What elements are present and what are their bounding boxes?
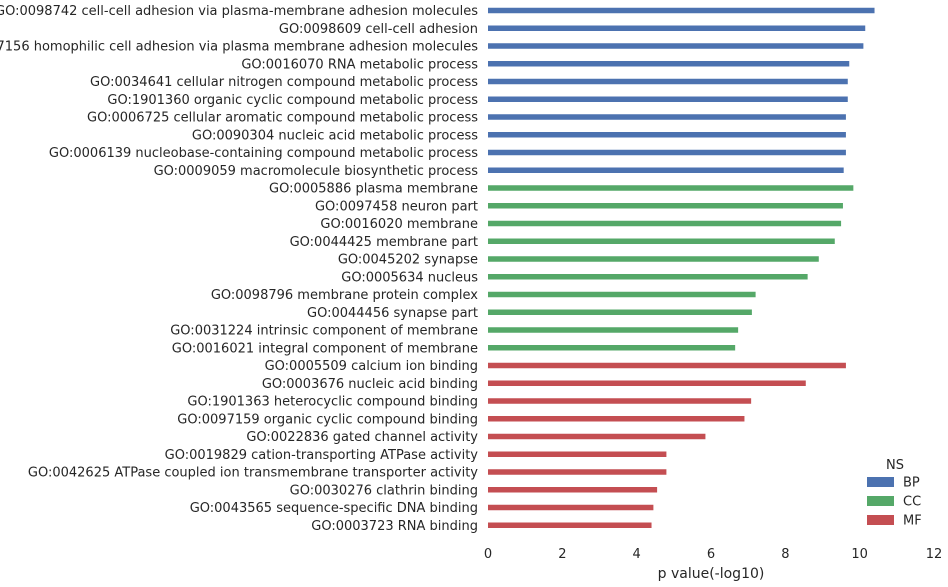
legend-swatch-mf — [867, 515, 894, 525]
bar-cc — [488, 274, 808, 280]
legend-swatch-cc — [867, 496, 894, 506]
bar-bp — [488, 167, 844, 173]
bar-bp — [488, 61, 850, 67]
legend-label-cc: CC — [903, 495, 921, 510]
bar-bp — [488, 114, 846, 120]
x-tick-label: 12 — [926, 547, 943, 562]
category-label: GO:0044425 membrane part — [290, 235, 478, 250]
bar-cc — [488, 345, 736, 351]
category-label: GO:0006139 nucleobase-containing compoun… — [49, 146, 478, 161]
bar-mf — [488, 487, 658, 493]
x-tick-label: 2 — [558, 547, 566, 562]
bars — [488, 7, 875, 528]
category-label: GO:0022836 gated channel activity — [246, 430, 478, 445]
category-label: GO:0090304 nucleic acid metabolic proces… — [192, 128, 478, 143]
category-label: GO:0044456 synapse part — [307, 306, 478, 321]
category-label: GO:0005634 nucleus — [341, 270, 478, 285]
category-label: GO:0045202 synapse — [338, 253, 478, 268]
bar-bp — [488, 149, 846, 156]
category-label: GO:0034641 cellular nitrogen compound me… — [90, 75, 478, 90]
legend-label-mf: MF — [903, 514, 922, 529]
category-label: GO:0098796 membrane protein complex — [211, 288, 478, 303]
category-label: GO:1901360 organic cyclic compound metab… — [107, 93, 478, 108]
bar-mf — [488, 416, 745, 422]
category-label: GO:0097159 organic cyclic compound bindi… — [177, 412, 478, 427]
category-label: GO:0097458 neuron part — [315, 199, 478, 214]
category-label: GO:0003723 RNA binding — [311, 519, 478, 534]
category-label: GO:0009059 macromolecule biosynthetic pr… — [154, 164, 479, 179]
category-label: GO:0005886 plasma membrane — [269, 182, 478, 197]
x-tick-label: 6 — [707, 547, 715, 562]
bar-cc — [488, 291, 756, 298]
bar-bp — [488, 25, 866, 31]
category-label: GO:0016070 RNA metabolic process — [241, 57, 478, 72]
legend-title: NS — [886, 458, 904, 473]
category-label: GO:1901363 heterocyclic compound binding — [187, 395, 478, 410]
bar-mf — [488, 433, 706, 440]
legend-swatch-bp — [867, 477, 894, 487]
category-labels: GO:0098742 cell-cell adhesion via plasma… — [0, 4, 478, 534]
bar-cc — [488, 256, 819, 262]
category-label: GO:0019829 cation-transporting ATPase ac… — [165, 448, 479, 463]
x-tick-label: 10 — [851, 547, 868, 562]
bar-cc — [488, 309, 752, 315]
category-label: GO:0098742 cell-cell adhesion via plasma… — [0, 4, 478, 19]
legend: NS BP CC MF — [867, 458, 922, 529]
category-label: GO:0016020 membrane — [320, 217, 478, 232]
category-label: GO:0030276 clathrin binding — [290, 483, 478, 498]
bar-cc — [488, 220, 842, 227]
bar-cc — [488, 327, 739, 333]
x-tick-label: 4 — [633, 547, 641, 562]
category-label: GO:0043565 sequence-specific DNA binding — [190, 501, 478, 516]
bar-mf — [488, 522, 652, 528]
bar-mf — [488, 504, 654, 511]
category-label: GO:0098609 cell-cell adhesion — [279, 22, 478, 37]
category-label: GO:0005509 calcium ion binding — [265, 359, 478, 374]
category-label: GO:0007156 homophilic cell adhesion via … — [0, 40, 478, 55]
category-label: GO:0016021 integral component of membran… — [172, 341, 478, 356]
bar-mf — [488, 380, 806, 386]
bar-bp — [488, 78, 848, 85]
bar-bp — [488, 96, 848, 102]
x-axis-ticks: 0 2 4 6 8 10 12 — [484, 547, 942, 562]
category-label: GO:0006725 cellular aromatic compound me… — [87, 111, 478, 126]
category-label: GO:0031224 intrinsic component of membra… — [170, 324, 478, 339]
bar-bp — [488, 7, 875, 14]
x-tick-label: 0 — [484, 547, 492, 562]
bar-bp — [488, 43, 864, 49]
bar-cc — [488, 238, 835, 244]
bar-mf — [488, 398, 752, 404]
legend-label-bp: BP — [903, 476, 920, 491]
category-label: GO:0003676 nucleic acid binding — [262, 377, 478, 392]
bar-mf — [488, 451, 667, 457]
x-tick-label: 8 — [781, 547, 789, 562]
category-label: GO:0042625 ATPase coupled ion transmembr… — [28, 466, 478, 481]
bar-bp — [488, 132, 846, 138]
bar-cc — [488, 185, 854, 191]
x-axis-label: p value(-log10) — [658, 566, 765, 582]
bar-mf — [488, 469, 667, 475]
bar-cc — [488, 203, 843, 209]
bar-mf — [488, 362, 846, 369]
